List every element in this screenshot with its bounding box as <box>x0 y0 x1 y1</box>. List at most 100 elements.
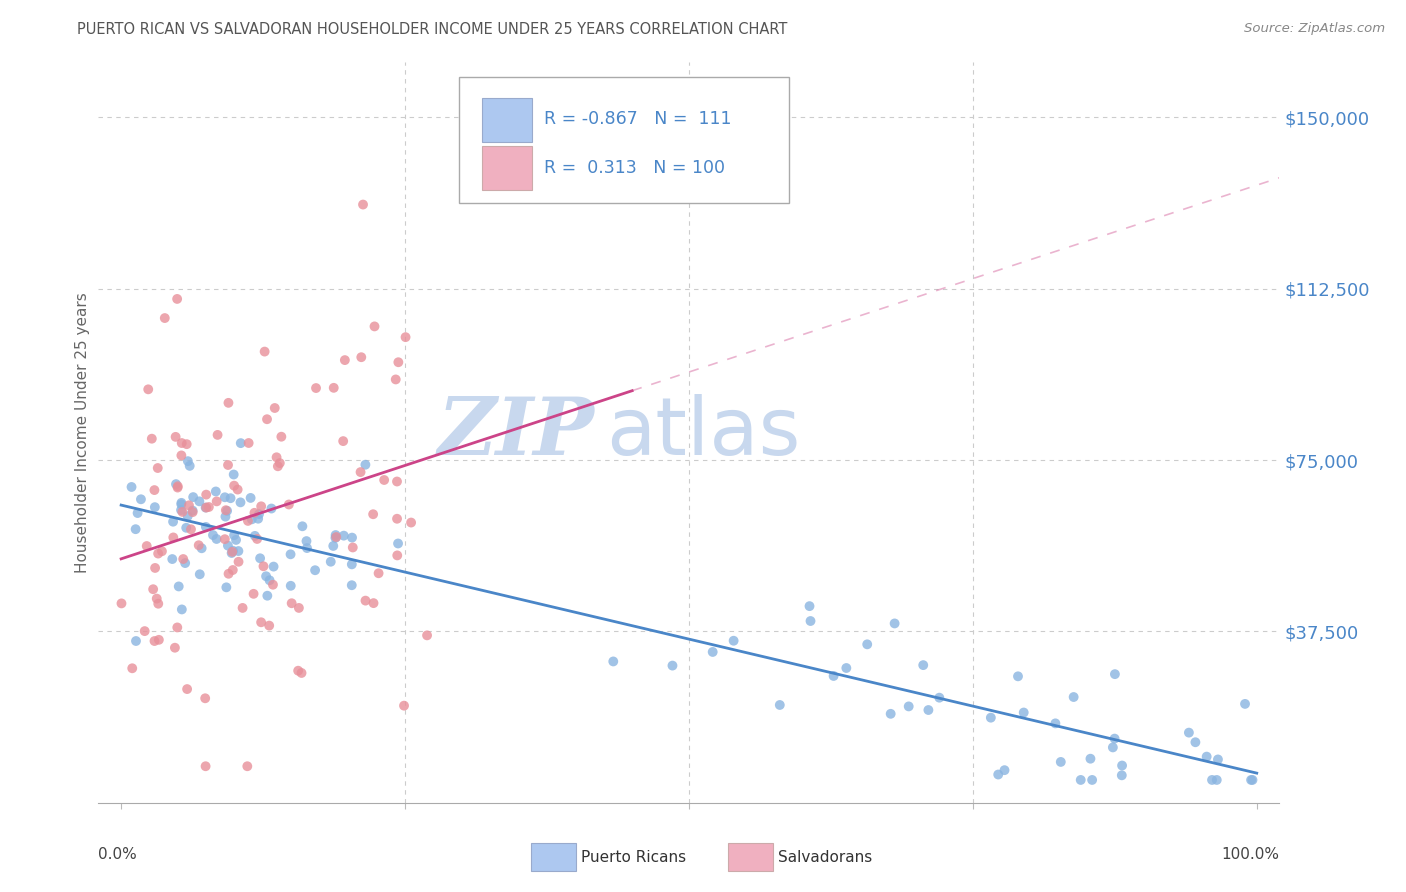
Point <box>110 596 132 610</box>
Point <box>217 396 239 410</box>
Point <box>229 436 252 450</box>
Text: R = -0.867   N =  111: R = -0.867 N = 111 <box>544 111 731 128</box>
Point <box>170 503 193 517</box>
Point <box>143 483 166 497</box>
Point <box>340 558 363 572</box>
Point <box>146 547 169 561</box>
Point <box>163 640 186 655</box>
Point <box>219 491 242 506</box>
Text: PUERTO RICAN VS SALVADORAN HOUSEHOLDER INCOME UNDER 25 YEARS CORRELATION CHART: PUERTO RICAN VS SALVADORAN HOUSEHOLDER I… <box>77 22 787 37</box>
Point <box>387 355 409 369</box>
Point <box>239 491 262 505</box>
Point <box>170 602 193 616</box>
Point <box>143 634 166 648</box>
Point <box>333 353 356 368</box>
Point <box>170 436 193 450</box>
Point <box>167 579 190 593</box>
Point <box>232 601 254 615</box>
Point <box>267 459 290 474</box>
Point <box>166 481 188 495</box>
Point <box>143 500 166 515</box>
Point <box>228 544 250 558</box>
Point <box>325 528 347 542</box>
Point <box>458 188 481 202</box>
Point <box>249 551 271 566</box>
Point <box>224 478 246 492</box>
Point <box>602 655 624 669</box>
Point <box>912 658 935 673</box>
Point <box>1045 716 1067 731</box>
Point <box>322 539 344 553</box>
Point <box>325 531 347 545</box>
Point <box>367 566 389 581</box>
Point <box>1184 735 1206 749</box>
Point <box>352 197 374 211</box>
Point <box>256 589 278 603</box>
Point <box>177 499 200 513</box>
Point <box>252 559 274 574</box>
Text: 100.0%: 100.0% <box>1222 847 1279 863</box>
Point <box>290 665 312 680</box>
Point <box>228 555 250 569</box>
Point <box>280 579 302 593</box>
Point <box>236 759 259 773</box>
Point <box>172 505 194 519</box>
Point <box>305 381 328 395</box>
Point <box>166 479 188 493</box>
Point <box>263 559 285 574</box>
Point <box>394 330 416 344</box>
Point <box>980 711 1002 725</box>
Text: Source: ZipAtlas.com: Source: ZipAtlas.com <box>1244 22 1385 36</box>
Point <box>897 699 920 714</box>
Point <box>165 430 187 444</box>
Text: R =  0.313   N = 100: R = 0.313 N = 100 <box>544 159 724 177</box>
Point <box>124 522 146 536</box>
Point <box>176 437 198 451</box>
Point <box>1063 690 1085 704</box>
Point <box>416 628 439 642</box>
Point <box>1080 752 1102 766</box>
Point <box>1049 755 1071 769</box>
Point <box>1206 752 1229 766</box>
Point <box>250 615 273 630</box>
Point <box>238 436 260 450</box>
Point <box>799 599 821 614</box>
Point <box>1111 758 1133 772</box>
Point <box>392 698 415 713</box>
Point <box>928 690 950 705</box>
Point <box>205 494 228 508</box>
Point <box>142 582 165 597</box>
Point <box>166 620 188 634</box>
Point <box>319 555 342 569</box>
Point <box>1201 772 1223 787</box>
Point <box>205 532 228 546</box>
Point <box>325 530 347 544</box>
Point <box>194 691 217 706</box>
Point <box>291 519 314 533</box>
Text: Salvadorans: Salvadorans <box>778 850 872 864</box>
Point <box>221 546 243 560</box>
Point <box>190 541 212 556</box>
Point <box>177 509 200 524</box>
Point <box>288 601 311 615</box>
Point <box>354 593 377 607</box>
Point <box>280 596 302 610</box>
Point <box>214 490 236 504</box>
Point <box>1241 772 1264 787</box>
Point <box>243 529 266 543</box>
Point <box>322 381 344 395</box>
Point <box>350 350 373 364</box>
Point <box>195 488 218 502</box>
Point <box>162 531 184 545</box>
Text: atlas: atlas <box>606 393 800 472</box>
Point <box>141 432 163 446</box>
Point <box>387 536 409 550</box>
Point <box>194 759 217 773</box>
Point <box>856 637 879 651</box>
Point <box>181 490 204 504</box>
Point <box>181 505 204 519</box>
Point <box>136 382 159 396</box>
Point <box>242 587 264 601</box>
Point <box>217 539 239 553</box>
Point <box>224 528 246 542</box>
